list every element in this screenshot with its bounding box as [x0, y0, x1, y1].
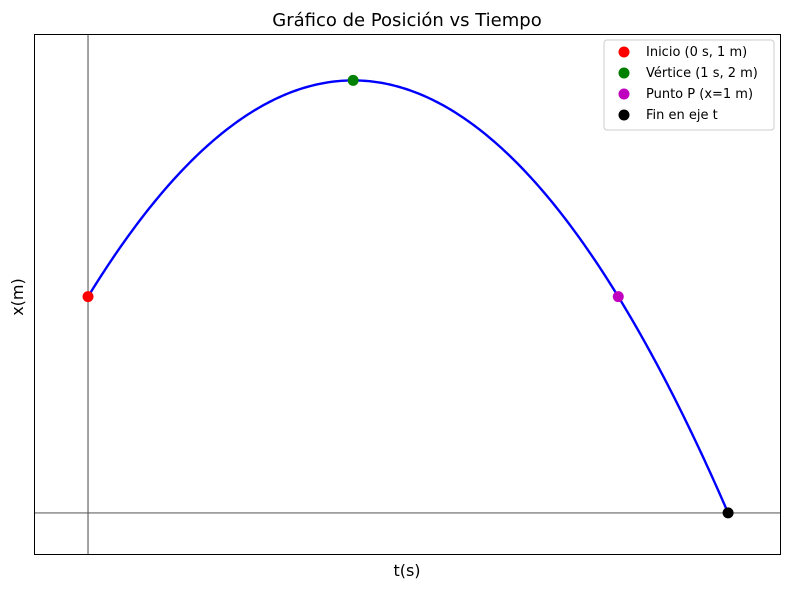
- data-point-4: [722, 507, 734, 519]
- legend-marker-4: [618, 109, 630, 121]
- chart-title: Gráfico de Posición vs Tiempo: [272, 10, 541, 31]
- legend-label-1: Inicio (0 s, 1 m): [646, 45, 747, 60]
- plot-frame: [34, 34, 781, 555]
- x-axis-label: t(s): [393, 561, 420, 580]
- legend-label-4: Fin en eje t: [646, 108, 718, 123]
- y-axis-label: x(m): [8, 278, 27, 316]
- data-point-2: [347, 74, 359, 86]
- legend-marker-2: [618, 67, 630, 79]
- position-curve: [86, 79, 730, 514]
- legend: Inicio (0 s, 1 m) Vértice (1 s, 2 m) Punto…: [603, 39, 775, 131]
- legend-marker-1: [618, 46, 630, 58]
- data-point-3: [612, 291, 624, 303]
- data-point-1: [82, 291, 94, 303]
- legend-box: [603, 39, 775, 131]
- legend-label-2: Vértice (1 s, 2 m): [646, 66, 758, 81]
- legend-marker-3: [618, 88, 630, 100]
- plot-layer: [35, 35, 780, 554]
- legend-label-3: Punto P (x=1 m): [646, 87, 753, 102]
